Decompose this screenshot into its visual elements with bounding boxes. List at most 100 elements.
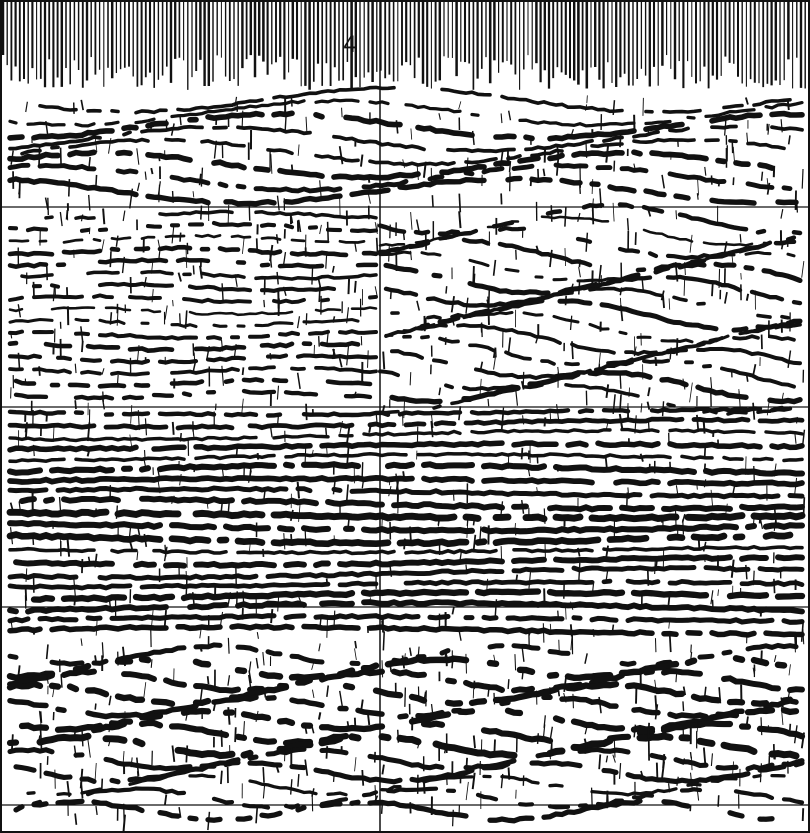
wiggle-stroke — [291, 217, 294, 224]
wiggle-stroke — [339, 420, 343, 434]
wiggle-stroke — [158, 251, 161, 260]
wiggle-stroke — [646, 569, 650, 586]
wiggle-stroke — [684, 262, 686, 276]
wiggle-stroke — [654, 356, 658, 366]
wiggle-stroke — [255, 806, 259, 824]
wiggle-stroke — [345, 427, 351, 445]
wiggle-stroke — [129, 188, 134, 209]
wiggle-stroke — [130, 757, 133, 768]
wiggle-stroke — [389, 662, 393, 673]
wiggle-stroke — [543, 417, 547, 427]
wiggle-stroke — [65, 210, 69, 220]
reflector — [8, 293, 378, 305]
wiggle-stroke — [296, 593, 301, 602]
wiggle-stroke — [717, 589, 719, 596]
wiggle-stroke — [654, 558, 656, 575]
wiggle-stroke — [381, 515, 383, 529]
wiggle-stroke — [366, 711, 371, 726]
wiggle-stroke — [220, 611, 224, 625]
wiggle-stroke — [438, 387, 442, 396]
wiggle-stroke — [628, 387, 630, 398]
wiggle-stroke — [479, 378, 482, 396]
wiggle-stroke — [402, 471, 406, 482]
wiggle-stroke — [555, 157, 560, 176]
wiggle-stroke — [10, 150, 14, 165]
wiggle-stroke — [304, 726, 308, 734]
wiggle-stroke — [206, 676, 210, 685]
wiggle-stroke — [185, 745, 189, 763]
wiggle-stroke — [718, 687, 722, 704]
wiggle-stroke — [32, 444, 35, 457]
wiggle-stroke — [536, 487, 539, 495]
wiggle-stroke — [46, 674, 49, 684]
wiggle-stroke — [319, 180, 322, 199]
wiggle-stroke — [290, 533, 293, 546]
wiggle-stroke — [586, 95, 588, 104]
wiggle-stroke — [298, 502, 301, 522]
wiggle-stroke — [492, 259, 497, 276]
wiggle-stroke — [556, 146, 560, 156]
wiggle-stroke — [227, 675, 231, 686]
wiggle-stroke — [675, 338, 679, 356]
wiggle-stroke — [732, 146, 735, 162]
wiggle-stroke — [352, 391, 357, 399]
wiggle-stroke — [9, 527, 14, 545]
reflector — [36, 732, 800, 760]
wiggle-stroke — [52, 423, 55, 442]
wiggle-stroke — [619, 394, 622, 413]
wiggle-stroke — [45, 411, 49, 422]
wiggle-stroke — [212, 699, 217, 712]
wiggle-stroke — [353, 280, 357, 293]
wiggle-stroke — [345, 484, 349, 504]
wiggle-stroke — [247, 674, 252, 688]
wiggle-stroke — [179, 313, 181, 326]
wiggle-stroke — [101, 651, 104, 667]
trace-tick-band — [1, 2, 806, 90]
wiggle-stroke — [241, 110, 244, 129]
wiggle-stroke — [459, 550, 463, 563]
wiggle-stroke — [151, 259, 154, 274]
wiggle-stroke — [753, 513, 755, 524]
wiggle-stroke — [234, 727, 237, 743]
wiggle-stroke — [80, 214, 84, 222]
wiggle-stroke — [682, 378, 686, 390]
wiggle-stroke — [66, 537, 71, 557]
wiggle-stroke — [605, 146, 609, 163]
wiggle-stroke — [311, 726, 315, 734]
wiggle-stroke — [451, 606, 455, 615]
wiggle-stroke — [395, 480, 399, 495]
wiggle-stroke — [781, 392, 784, 400]
wiggle-stroke — [578, 180, 581, 194]
wiggle-stroke — [410, 212, 413, 230]
wiggle-stroke — [80, 99, 85, 111]
wiggle-stroke — [270, 154, 273, 174]
wiggle-stroke — [417, 742, 420, 749]
wiggle-stroke — [150, 167, 154, 175]
reflector — [377, 225, 797, 261]
wiggle-stroke — [618, 763, 622, 779]
wiggle-stroke — [633, 724, 637, 738]
wiggle-stroke — [452, 489, 455, 501]
wiggle-stroke — [529, 176, 533, 187]
wiggle-stroke — [143, 682, 147, 698]
wiggle-stroke — [277, 415, 280, 425]
wiggle-stroke — [73, 730, 77, 737]
wiggle-stroke — [354, 757, 357, 772]
wiggle-stroke — [151, 289, 154, 303]
wiggle-stroke — [270, 608, 274, 624]
wiggle-stroke — [242, 721, 245, 740]
wiggle-stroke — [571, 341, 574, 360]
wiggle-stroke — [703, 479, 707, 488]
wiggle-stroke — [521, 646, 525, 662]
wiggle-stroke — [583, 738, 589, 749]
reflector — [7, 642, 799, 667]
wiggle-stroke — [115, 505, 119, 519]
wiggle-stroke — [164, 794, 168, 806]
wiggle-stroke — [25, 568, 28, 582]
wiggle-stroke — [341, 107, 343, 118]
wiggle-stroke — [703, 555, 706, 563]
wiggle-stroke — [655, 762, 659, 779]
wiggle-stroke — [690, 756, 693, 771]
wiggle-stroke — [312, 689, 315, 699]
wiggle-stroke — [585, 142, 588, 158]
